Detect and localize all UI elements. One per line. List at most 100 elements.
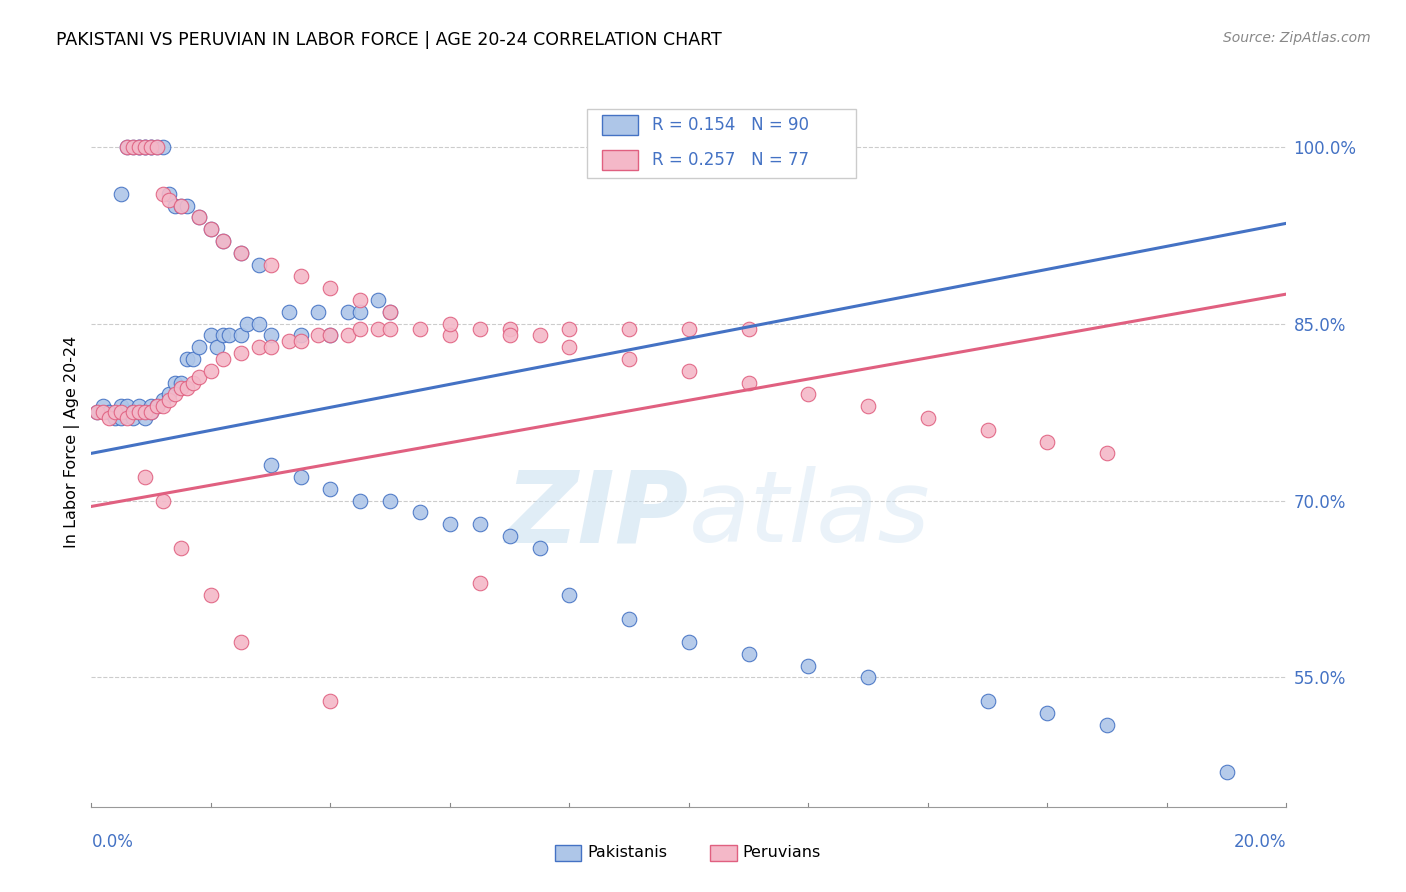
- Point: [211, 234, 233, 248]
- Point: [319, 328, 342, 343]
- Point: [128, 139, 150, 153]
- Point: [146, 139, 169, 153]
- Point: [349, 493, 371, 508]
- Point: [319, 281, 342, 295]
- Point: [122, 139, 145, 153]
- Point: [188, 211, 211, 225]
- Point: [211, 328, 233, 343]
- Point: [307, 305, 329, 319]
- Point: [146, 399, 169, 413]
- Point: [349, 322, 371, 336]
- Point: [349, 293, 371, 307]
- Text: 20.0%: 20.0%: [1234, 833, 1286, 851]
- Point: [110, 186, 132, 201]
- FancyBboxPatch shape: [588, 109, 856, 178]
- Point: [1216, 764, 1239, 779]
- Point: [529, 541, 551, 555]
- Point: [737, 647, 759, 661]
- Point: [128, 399, 150, 413]
- Point: [277, 334, 299, 349]
- Point: [152, 493, 174, 508]
- Point: [468, 322, 491, 336]
- Point: [104, 411, 127, 425]
- Point: [205, 340, 228, 354]
- Point: [200, 222, 222, 236]
- Point: [290, 328, 312, 343]
- Point: [367, 322, 389, 336]
- Point: [134, 139, 156, 153]
- Point: [157, 387, 180, 401]
- Point: [134, 139, 156, 153]
- Text: ZIP: ZIP: [506, 467, 689, 563]
- Point: [163, 387, 186, 401]
- Point: [737, 376, 759, 390]
- Point: [211, 234, 233, 248]
- Point: [211, 351, 233, 366]
- Point: [858, 671, 880, 685]
- Point: [98, 411, 121, 425]
- Point: [259, 258, 281, 272]
- Point: [218, 328, 240, 343]
- Text: R = 0.154   N = 90: R = 0.154 N = 90: [652, 116, 808, 134]
- Point: [170, 541, 193, 555]
- Point: [110, 399, 132, 413]
- Point: [229, 635, 252, 649]
- Point: [93, 399, 115, 413]
- Point: [380, 305, 402, 319]
- Point: [170, 198, 193, 212]
- Point: [181, 351, 204, 366]
- Point: [152, 393, 174, 408]
- Point: [229, 245, 252, 260]
- Point: [122, 405, 145, 419]
- Point: [1097, 446, 1119, 460]
- Point: [115, 411, 138, 425]
- Point: [439, 328, 461, 343]
- Point: [678, 322, 700, 336]
- Point: [409, 505, 432, 519]
- Point: [319, 482, 342, 496]
- Point: [146, 399, 169, 413]
- Point: [619, 322, 641, 336]
- Point: [163, 198, 186, 212]
- Point: [307, 328, 329, 343]
- Point: [128, 405, 150, 419]
- Point: [141, 405, 163, 419]
- FancyBboxPatch shape: [602, 114, 637, 135]
- Point: [181, 376, 204, 390]
- Text: Peruvians: Peruvians: [742, 845, 821, 860]
- Point: [128, 139, 150, 153]
- Point: [558, 340, 581, 354]
- Point: [619, 611, 641, 625]
- Point: [93, 405, 115, 419]
- Point: [259, 340, 281, 354]
- Point: [110, 405, 132, 419]
- Point: [319, 328, 342, 343]
- Point: [134, 139, 156, 153]
- Point: [176, 381, 198, 395]
- Point: [290, 334, 312, 349]
- Point: [115, 139, 138, 153]
- Point: [170, 381, 193, 395]
- Point: [128, 139, 150, 153]
- Point: [141, 399, 163, 413]
- Point: [439, 517, 461, 532]
- Point: [380, 305, 402, 319]
- Point: [170, 376, 193, 390]
- Point: [468, 576, 491, 591]
- Point: [619, 351, 641, 366]
- Point: [122, 411, 145, 425]
- Point: [380, 493, 402, 508]
- Point: [737, 322, 759, 336]
- Text: Pakistanis: Pakistanis: [588, 845, 668, 860]
- Point: [188, 369, 211, 384]
- Point: [678, 364, 700, 378]
- Point: [141, 139, 163, 153]
- Point: [170, 198, 193, 212]
- Text: R = 0.257   N = 77: R = 0.257 N = 77: [652, 151, 808, 169]
- Text: PAKISTANI VS PERUVIAN IN LABOR FORCE | AGE 20-24 CORRELATION CHART: PAKISTANI VS PERUVIAN IN LABOR FORCE | A…: [56, 31, 723, 49]
- Point: [157, 186, 180, 201]
- Point: [1097, 717, 1119, 731]
- Point: [797, 658, 820, 673]
- Point: [367, 293, 389, 307]
- Point: [797, 387, 820, 401]
